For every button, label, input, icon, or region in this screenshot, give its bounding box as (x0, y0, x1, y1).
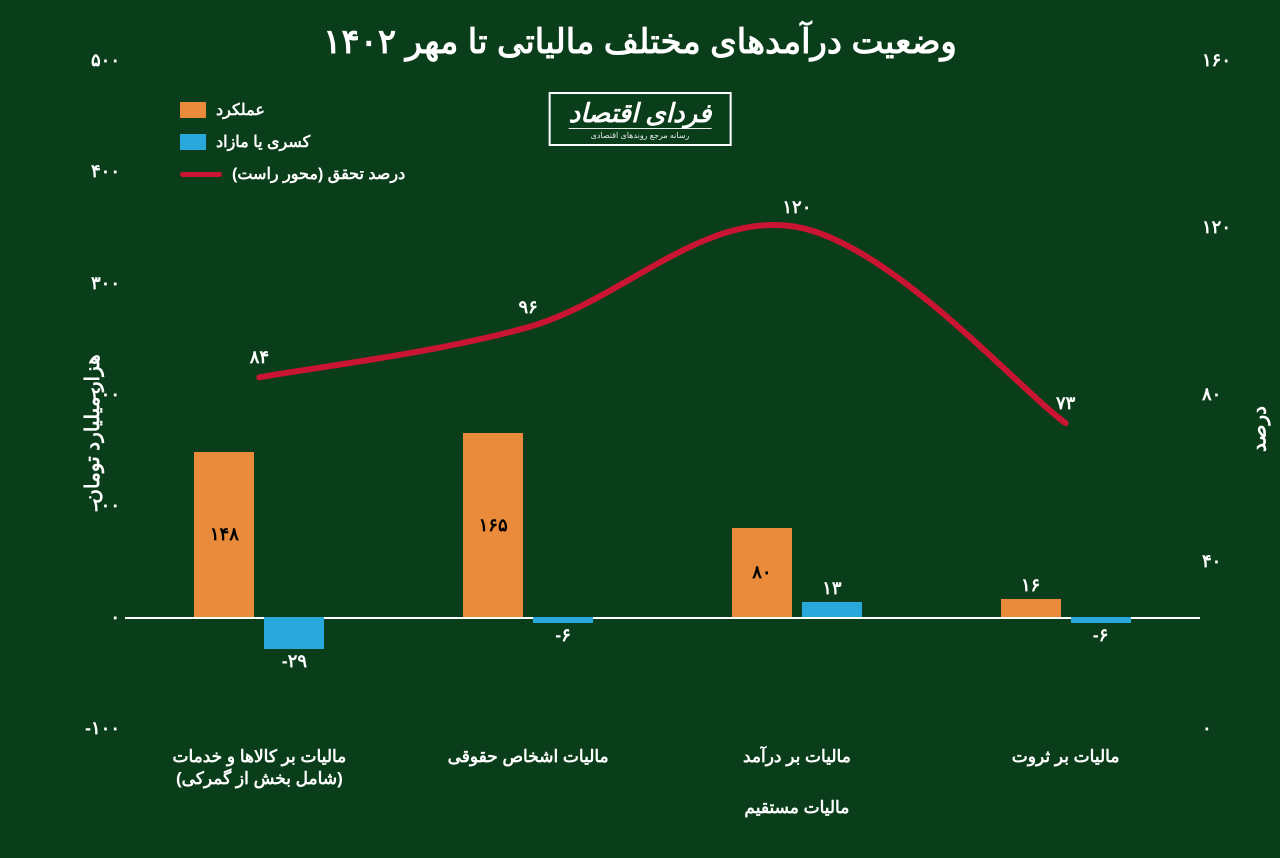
left-axis-label: هزار میلیارد تومان (80, 354, 105, 503)
bar-deficit-value: ۶- (555, 625, 571, 646)
right-axis-label: درصد (1246, 406, 1271, 452)
bar-deficit-value: ۶- (1093, 625, 1109, 646)
bar-performance (1001, 599, 1061, 617)
percent-value-label: ۹۶ (518, 297, 537, 318)
right-tick: ۴۰ (1202, 551, 1242, 572)
percent-value-label: ۱۲۰ (782, 197, 811, 218)
left-tick: ۵۰۰ (80, 50, 120, 71)
bar-performance-value: ۱۴۸ (210, 524, 239, 545)
left-tick: ۱۰۰- (80, 718, 120, 739)
chart-container: وضعیت درآمدهای مختلف مالیاتی تا مهر ۱۴۰۲… (0, 0, 1280, 858)
left-tick: ۴۰۰ (80, 161, 120, 182)
category-label: مالیات بر کالاها و خدمات(شامل بخش از گمر… (172, 746, 346, 790)
bar-deficit (802, 602, 862, 616)
chart-title: وضعیت درآمدهای مختلف مالیاتی تا مهر ۱۴۰۲ (0, 22, 1280, 62)
left-tick: ۲۰۰ (80, 384, 120, 405)
right-tick: ۰ (1202, 718, 1242, 739)
bar-performance-value: ۸۰ (752, 562, 771, 583)
right-tick: ۸۰ (1202, 384, 1242, 405)
category-label: مالیات اشخاص حقوقی (448, 746, 609, 768)
category-label: مالیات بر درآمد (743, 746, 851, 768)
left-tick: ۳۰۰ (80, 273, 120, 294)
bar-performance-value: ۱۶۵ (479, 515, 508, 536)
left-tick: ۰ (80, 607, 120, 628)
bar-deficit (264, 617, 324, 649)
left-tick: ۱۰۰ (80, 495, 120, 516)
bar-deficit (1071, 617, 1131, 624)
plot-area: ۱۴۸ ۲۹- ۸۴ ۱۶۵ ۶- ۹۶ ۸۰ ۱۳ ۱۲۰ ۱۶ ۶- ۷۳ (125, 60, 1200, 728)
category-label: مالیات بر ثروت (1012, 746, 1120, 768)
bar-deficit-value: ۲۹- (282, 651, 307, 672)
right-tick: ۱۶۰ (1202, 50, 1242, 71)
right-tick: ۱۲۰ (1202, 217, 1242, 238)
percent-value-label: ۷۳ (1056, 393, 1075, 414)
category-group-label: مالیات مستقیم (744, 798, 849, 818)
bar-performance-value: ۱۶ (1021, 575, 1040, 596)
bar-deficit (533, 617, 593, 624)
percent-value-label: ۸۴ (250, 347, 269, 368)
bar-deficit-value: ۱۳ (822, 578, 841, 599)
